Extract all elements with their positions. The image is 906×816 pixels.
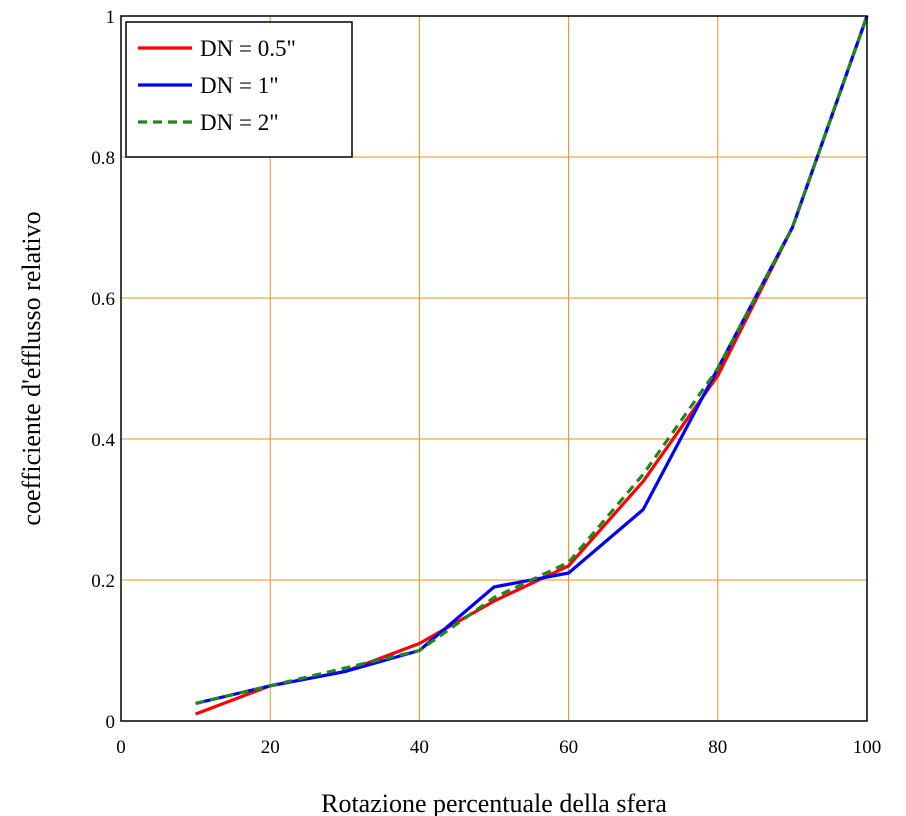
y-tick-label: 0.4 [91, 430, 115, 451]
x-tick-label: 80 [708, 737, 727, 758]
legend: DN = 0.5" DN = 1" DN = 2" [125, 21, 353, 158]
plot-frame [120, 15, 868, 722]
x-tick-label: 40 [410, 737, 429, 758]
x-tick-label: 60 [559, 737, 578, 758]
y-tick-labels: 0 0.2 0.4 0.6 0.8 1 [91, 7, 115, 733]
y-tick-label: 0.2 [91, 571, 115, 592]
series-lines [195, 15, 869, 716]
legend-box [125, 21, 353, 158]
x-tick-label: 100 [853, 737, 882, 758]
x-tick-labels: 0 20 40 60 80 100 [116, 737, 881, 758]
y-axis-title: coefficiente d'efflusso relativo [17, 211, 46, 525]
y-tick-label: 0 [106, 712, 116, 733]
legend-label: DN = 1" [200, 73, 279, 98]
y-tick-label: 0.6 [91, 289, 115, 310]
x-tick-label: 0 [116, 737, 126, 758]
x-axis-title: Rotazione percentuale della sfera [321, 789, 667, 816]
x-tick-label: 20 [261, 737, 280, 758]
legend-label: DN = 0.5" [200, 36, 296, 61]
series-line-3 [195, 15, 869, 705]
y-tick-label: 1 [106, 7, 116, 28]
y-tick-label: 0.8 [91, 148, 115, 169]
grid [121, 16, 867, 721]
legend-label: DN = 2" [200, 110, 279, 135]
